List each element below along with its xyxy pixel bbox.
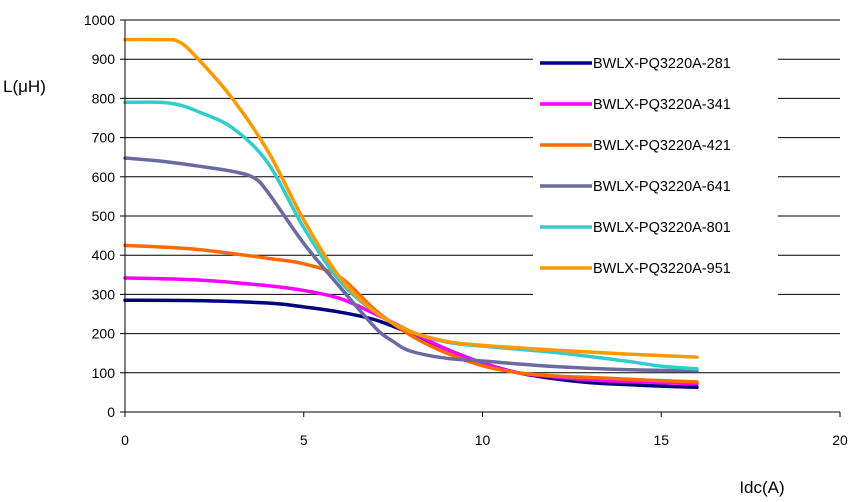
series-lines xyxy=(123,37,699,390)
y-tick-labels: 0 100 200 300 400 500 600 700 800 900 1000 xyxy=(84,12,125,420)
y-tick-label: 1000 xyxy=(84,12,115,28)
legend-label: BWLX-PQ3220A-951 xyxy=(593,261,731,277)
series-line-bwlx-pq3220a-421 xyxy=(123,243,699,384)
legend-label: BWLX-PQ3220A-421 xyxy=(593,138,731,154)
series-line-bwlx-pq3220a-951 xyxy=(123,37,699,359)
legend: BWLX-PQ3220A-281 BWLX-PQ3220A-341 BWLX-PQ3… xyxy=(533,40,778,295)
y-tick-label: 200 xyxy=(92,326,116,342)
x-tick-label: 20 xyxy=(832,432,848,448)
legend-label: BWLX-PQ3220A-641 xyxy=(593,179,731,195)
y-tick-label: 900 xyxy=(92,51,116,67)
y-tick-label: 300 xyxy=(92,286,116,302)
legend-label: BWLX-PQ3220A-801 xyxy=(593,220,731,236)
y-tick-label: 700 xyxy=(92,130,116,146)
x-tick-label: 0 xyxy=(121,432,129,448)
y-tick-label: 400 xyxy=(92,247,116,263)
series-line-bwlx-pq3220a-281 xyxy=(123,298,699,390)
y-tick-label: 0 xyxy=(107,404,115,420)
y-tick-label: 800 xyxy=(92,90,116,106)
y-tick-label: 100 xyxy=(92,365,116,381)
y-axis-title: L(μH) xyxy=(3,77,46,96)
y-tick-label: 600 xyxy=(92,169,116,185)
x-tick-label: 5 xyxy=(300,432,308,448)
legend-label: BWLX-PQ3220A-281 xyxy=(593,56,731,72)
y-tick-label: 500 xyxy=(92,208,116,224)
legend-box xyxy=(533,40,778,295)
x-tick-labels: 0 5 10 15 20 xyxy=(121,412,848,448)
legend-label: BWLX-PQ3220A-341 xyxy=(593,97,731,113)
series-line-bwlx-pq3220a-341 xyxy=(123,276,699,386)
x-tick-label: 15 xyxy=(653,432,669,448)
x-tick-label: 10 xyxy=(475,432,491,448)
series-line-bwlx-pq3220a-641 xyxy=(123,156,699,373)
x-axis-title: Idc(A) xyxy=(739,478,784,497)
